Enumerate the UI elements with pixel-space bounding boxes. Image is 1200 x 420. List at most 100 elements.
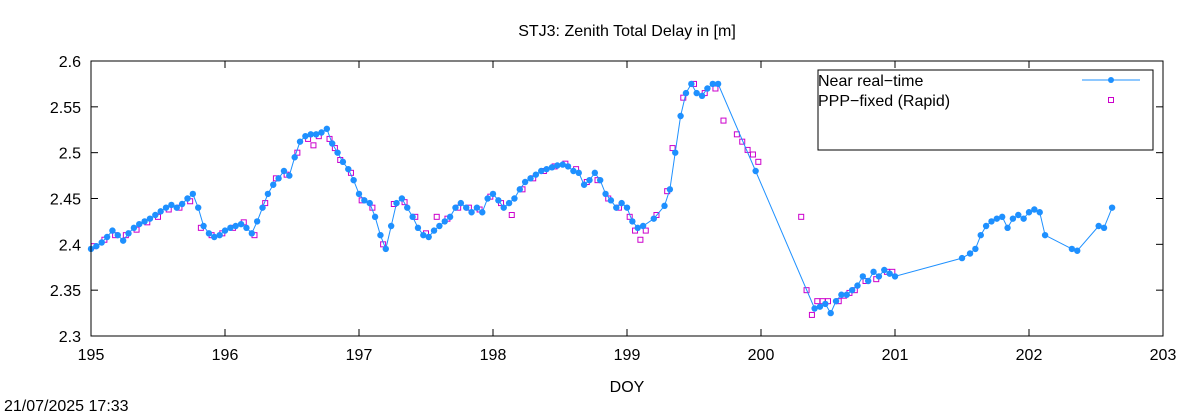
- series-layer: [87, 80, 1116, 318]
- near-real-time-point: [672, 149, 679, 156]
- near-real-time-point: [516, 186, 523, 193]
- ppp-fixed-point: [720, 117, 727, 124]
- near-real-time-point: [859, 273, 867, 280]
- x-tick-label: 199: [614, 347, 641, 364]
- y-tick-label: 2.3: [59, 329, 81, 346]
- near-real-time-point: [152, 211, 159, 219]
- near-real-time-point: [270, 181, 277, 188]
- near-real-time-point: [211, 233, 218, 241]
- near-real-time-point: [495, 197, 502, 204]
- near-real-time-point: [119, 237, 127, 244]
- near-real-time-point: [146, 215, 154, 222]
- near-real-time-point: [425, 233, 432, 241]
- near-real-time-point: [361, 197, 368, 204]
- ppp-fixed-point: [814, 298, 821, 305]
- near-real-time-point: [822, 300, 829, 308]
- near-real-time-point: [623, 204, 631, 211]
- near-real-time-point: [870, 268, 877, 276]
- near-real-time-point: [136, 220, 143, 228]
- near-real-time-point: [103, 233, 111, 241]
- near-real-time-point: [489, 190, 497, 198]
- near-real-time-point: [688, 80, 695, 88]
- y-tick-label: 2.45: [50, 192, 81, 209]
- near-real-time-point: [296, 138, 304, 145]
- y-tick-label: 2.4: [59, 237, 81, 254]
- near-real-time-point: [221, 227, 229, 234]
- near-real-time-point: [162, 204, 170, 211]
- near-real-time-point: [693, 89, 700, 97]
- near-real-time-point: [580, 181, 588, 188]
- near-real-time-point: [345, 165, 352, 173]
- near-real-time-point: [178, 200, 186, 208]
- near-real-time-point: [371, 213, 379, 221]
- x-axis-label: DOY: [610, 379, 645, 396]
- near-real-time-point: [527, 175, 534, 182]
- legend-label-near-real-time: Near real−time: [818, 73, 923, 90]
- near-real-time-point: [661, 202, 668, 210]
- near-real-time-point: [243, 224, 250, 232]
- near-real-time-point: [886, 270, 893, 277]
- near-real-time-point: [173, 204, 180, 211]
- near-real-time-point: [639, 222, 647, 230]
- near-real-time-point: [650, 215, 657, 222]
- near-real-time-point: [1074, 247, 1081, 254]
- near-real-time-point: [484, 195, 491, 202]
- near-real-time-point: [420, 231, 427, 239]
- near-real-time-point: [505, 199, 513, 207]
- near-real-time-point: [114, 231, 122, 239]
- near-real-time-point: [752, 167, 759, 175]
- legend: Near real−time PPP−fixed (Rapid): [817, 69, 1154, 151]
- near-real-time-point: [521, 178, 529, 186]
- near-real-time-point: [982, 222, 990, 230]
- plot-frame: [90, 60, 1164, 337]
- y-tick-label: 2.35: [50, 283, 81, 300]
- near-real-time-point: [682, 89, 690, 97]
- near-real-time-point: [993, 215, 1001, 222]
- near-real-time-point: [237, 220, 245, 228]
- near-real-time-point: [811, 305, 818, 312]
- near-real-time-point: [1100, 224, 1108, 232]
- ppp-fixed-point: [712, 85, 719, 92]
- ppp-fixed-point: [637, 236, 644, 243]
- near-real-time-point: [1068, 245, 1076, 253]
- near-real-time-point: [366, 199, 373, 207]
- near-real-time-point: [709, 80, 716, 88]
- near-real-time-point: [666, 186, 674, 193]
- near-real-time-point: [854, 282, 861, 289]
- ppp-fixed-point: [310, 142, 317, 149]
- near-real-time-point: [816, 303, 824, 310]
- near-real-time-point: [597, 176, 604, 184]
- near-real-time-point: [404, 204, 411, 211]
- near-real-time-point: [232, 222, 239, 230]
- near-real-time-point: [881, 266, 888, 274]
- x-tick-label: 196: [212, 347, 239, 364]
- x-tick-label: 203: [1150, 347, 1177, 364]
- legend-marker-ppp-fixed: [1108, 97, 1114, 103]
- near-real-time-point: [318, 129, 325, 136]
- x-tick-label: 198: [480, 347, 507, 364]
- near-real-time-point: [564, 163, 572, 170]
- near-real-time-point: [334, 149, 341, 156]
- near-real-time-point: [168, 201, 175, 209]
- near-real-time-point: [253, 218, 261, 225]
- near-real-time-point: [875, 273, 883, 280]
- near-real-time-point: [602, 190, 609, 198]
- near-real-time-point: [312, 131, 320, 138]
- near-real-time-point: [575, 169, 582, 177]
- y-tick-label: 2.6: [59, 54, 81, 71]
- near-real-time-point: [409, 213, 416, 221]
- near-real-time-point: [848, 286, 856, 294]
- near-real-time-point: [323, 125, 331, 133]
- near-real-time-point: [629, 218, 636, 225]
- near-real-time-point: [554, 162, 561, 169]
- near-real-time-point: [430, 227, 438, 234]
- near-real-time-point: [195, 204, 202, 211]
- near-real-time-point: [1095, 222, 1102, 230]
- ppp-fixed-point: [433, 213, 440, 220]
- near-real-time-point: [216, 231, 223, 239]
- near-real-time-point: [1031, 206, 1038, 213]
- near-real-time-point: [977, 231, 984, 239]
- near-real-time-point: [1015, 211, 1022, 219]
- near-real-time-point: [613, 204, 620, 211]
- near-real-time-point: [98, 239, 105, 246]
